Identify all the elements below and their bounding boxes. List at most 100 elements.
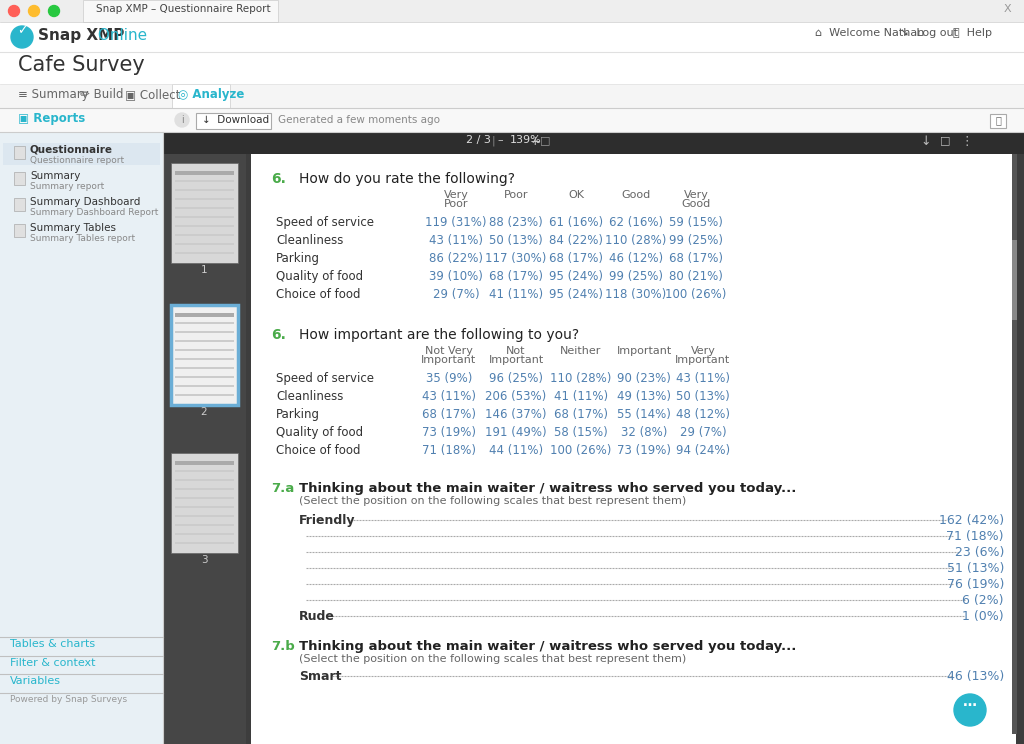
Circle shape	[954, 694, 986, 726]
Bar	[175, 367, 234, 369]
Text: 191 (49%): 191 (49%)	[485, 426, 547, 439]
Text: (Select the position on the following scales that best represent them): (Select the position on the following sc…	[299, 496, 686, 506]
Text: 50 (13%): 50 (13%)	[676, 390, 730, 403]
Text: 1 (0%): 1 (0%)	[963, 610, 1004, 623]
Text: ↓  Download: ↓ Download	[202, 115, 269, 125]
Text: 41 (11%): 41 (11%)	[488, 288, 543, 301]
Text: Speed of service: Speed of service	[276, 372, 374, 385]
Text: Online: Online	[93, 28, 147, 43]
Text: Parking: Parking	[276, 252, 319, 265]
Text: Important: Important	[676, 355, 731, 365]
Text: 2 / 3: 2 / 3	[466, 135, 490, 145]
Text: 68 (17%): 68 (17%)	[489, 270, 543, 283]
Text: 6.: 6.	[271, 328, 286, 342]
Text: 46 (13%): 46 (13%)	[947, 670, 1004, 683]
Text: 6.: 6.	[271, 172, 286, 186]
Text: Variables: Variables	[10, 676, 61, 686]
Text: How important are the following to you?: How important are the following to you?	[299, 328, 580, 342]
Text: ⌂  Welcome Nathan: ⌂ Welcome Nathan	[815, 28, 925, 38]
Text: |: |	[492, 135, 496, 146]
Bar	[175, 376, 234, 378]
Text: Cleanliness: Cleanliness	[276, 234, 343, 247]
Bar	[175, 358, 234, 360]
Text: 162 (42%): 162 (42%)	[939, 514, 1004, 527]
Text: Good: Good	[622, 190, 650, 200]
Bar	[0, 84, 1024, 108]
Text: 86 (22%): 86 (22%)	[429, 252, 483, 265]
Text: ⓘ  Help: ⓘ Help	[953, 28, 992, 38]
Text: Generated a few moments ago: Generated a few moments ago	[278, 115, 440, 125]
Text: Rude: Rude	[299, 610, 335, 623]
Bar	[175, 488, 234, 490]
Text: ⤢: ⤢	[995, 115, 1000, 125]
Bar	[0, 22, 1024, 52]
Circle shape	[11, 26, 33, 48]
Text: Not Very: Not Very	[425, 346, 473, 356]
Text: 88 (23%): 88 (23%)	[489, 216, 543, 229]
Bar	[14, 172, 25, 185]
Text: 68 (17%): 68 (17%)	[549, 252, 603, 265]
Bar	[0, 52, 1024, 84]
Bar	[171, 453, 238, 553]
Bar	[175, 385, 234, 387]
Text: 94 (24%): 94 (24%)	[676, 444, 730, 457]
Text: 58 (15%): 58 (15%)	[554, 426, 608, 439]
Text: 95 (24%): 95 (24%)	[549, 270, 603, 283]
Text: 59 (15%): 59 (15%)	[669, 216, 723, 229]
Text: 55 (14%): 55 (14%)	[617, 408, 671, 421]
Text: Filter & context: Filter & context	[10, 658, 95, 668]
Text: 51 (13%): 51 (13%)	[946, 562, 1004, 575]
Text: 90 (23%): 90 (23%)	[617, 372, 671, 385]
Bar	[175, 252, 234, 254]
Bar	[990, 114, 1006, 128]
Text: Smart: Smart	[299, 670, 341, 683]
Text: 100 (26%): 100 (26%)	[666, 288, 727, 301]
Text: Not: Not	[506, 346, 525, 356]
Bar	[83, 0, 278, 22]
Bar	[175, 542, 234, 544]
Text: …: …	[963, 695, 977, 709]
Text: 96 (25%): 96 (25%)	[489, 372, 543, 385]
Text: Summary Tables report: Summary Tables report	[30, 234, 135, 243]
Text: Neither: Neither	[560, 346, 602, 356]
Bar	[172, 84, 230, 108]
Text: Summary: Summary	[30, 171, 80, 181]
Text: 23 (6%): 23 (6%)	[954, 546, 1004, 559]
Bar	[175, 207, 234, 209]
Text: 71 (18%): 71 (18%)	[946, 530, 1004, 543]
Text: Important: Important	[421, 355, 476, 365]
Text: Choice of food: Choice of food	[276, 288, 360, 301]
Text: Friendly: Friendly	[299, 514, 355, 527]
Text: ↓: ↓	[920, 135, 931, 148]
Bar	[14, 224, 25, 237]
Text: Questionnaire report: Questionnaire report	[30, 156, 124, 165]
Text: 35 (9%): 35 (9%)	[426, 372, 472, 385]
Bar	[175, 243, 234, 245]
Text: 50 (13%): 50 (13%)	[489, 234, 543, 247]
Bar	[175, 461, 234, 465]
Text: 7.b: 7.b	[271, 640, 295, 653]
Bar	[175, 322, 234, 324]
Bar	[175, 394, 234, 396]
Text: 43 (11%): 43 (11%)	[676, 372, 730, 385]
Text: Important: Important	[488, 355, 544, 365]
Text: 84 (22%): 84 (22%)	[549, 234, 603, 247]
Bar	[175, 533, 234, 535]
Text: –: –	[497, 135, 503, 145]
Circle shape	[48, 5, 59, 16]
Text: 119 (31%): 119 (31%)	[425, 216, 486, 229]
Text: 2: 2	[201, 407, 207, 417]
Text: +: +	[530, 135, 541, 148]
Text: 68 (17%): 68 (17%)	[669, 252, 723, 265]
Text: Choice of food: Choice of food	[276, 444, 360, 457]
Text: 48 (12%): 48 (12%)	[676, 408, 730, 421]
Bar	[1012, 154, 1017, 734]
Text: How do you rate the following?: How do you rate the following?	[299, 172, 515, 186]
Bar	[175, 515, 234, 517]
Text: Cleanliness: Cleanliness	[276, 390, 343, 403]
Text: 146 (37%): 146 (37%)	[485, 408, 547, 421]
Text: ⋮: ⋮	[961, 135, 973, 148]
Circle shape	[29, 5, 40, 16]
Text: X: X	[1004, 4, 1011, 14]
Bar	[163, 132, 1024, 154]
